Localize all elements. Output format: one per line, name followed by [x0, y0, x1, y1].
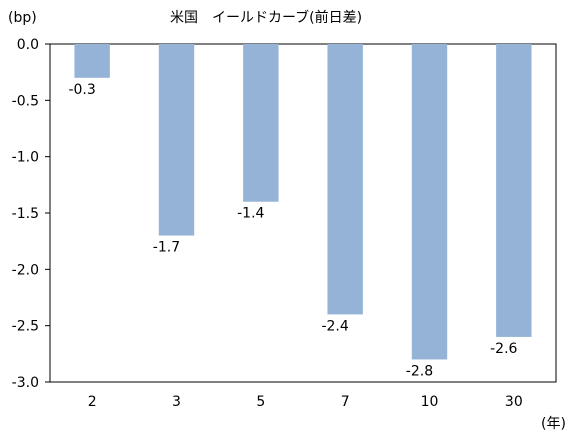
- x-tick-label: 7: [341, 394, 350, 410]
- data-label: -2.6: [490, 341, 517, 357]
- data-label: -2.4: [321, 318, 348, 334]
- data-label: -1.7: [153, 240, 180, 256]
- y-tick-label: 0.0: [17, 37, 39, 53]
- x-tick-label: 10: [421, 394, 439, 410]
- bar: [327, 44, 363, 315]
- bar: [243, 44, 279, 202]
- bar: [74, 44, 110, 78]
- x-axis-unit: (年): [541, 416, 566, 432]
- x-tick-label: 30: [505, 394, 523, 410]
- x-tick-label: 5: [256, 394, 265, 410]
- data-label: -0.3: [68, 82, 95, 98]
- x-tick-label: 2: [88, 394, 97, 410]
- plot-area: [49, 43, 557, 383]
- y-axis-unit: (bp): [8, 10, 37, 26]
- y-tick-label: -2.0: [12, 262, 39, 278]
- data-label: -2.8: [406, 363, 433, 379]
- bar: [158, 44, 195, 236]
- y-tick-label: -1.0: [12, 150, 39, 166]
- data-labels: -0.3 -1.7 -1.4 -2.4 -2.8 -2.6: [68, 82, 517, 380]
- chart-title: 米国 イールドカーブ(前日差): [170, 9, 362, 26]
- x-tick-label: 3: [172, 394, 181, 410]
- y-axis-ticks: 0.0 -0.5 -1.0 -1.5 -2.0 -2.5 -3.0: [12, 37, 50, 391]
- y-tick-label: -0.5: [12, 93, 39, 109]
- bars: [74, 44, 532, 360]
- data-label: -1.4: [237, 206, 264, 222]
- bar: [496, 44, 532, 337]
- y-tick-label: -2.5: [12, 319, 39, 335]
- x-axis-ticks: 2 3 5 7 10 30: [88, 394, 523, 410]
- y-tick-label: -3.0: [12, 375, 39, 391]
- bar: [411, 44, 448, 360]
- y-tick-label: -1.5: [12, 206, 39, 222]
